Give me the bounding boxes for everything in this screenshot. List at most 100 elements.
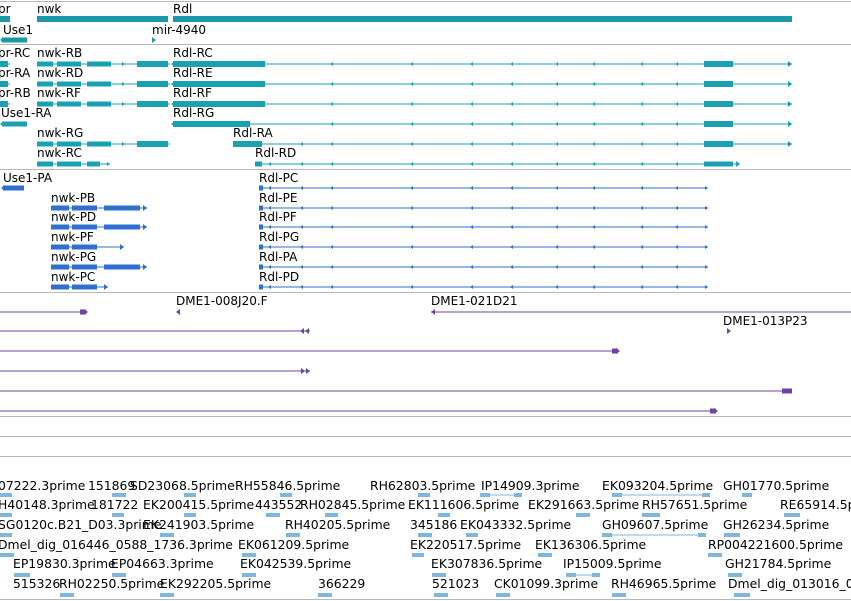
track-divider [0,292,851,293]
est-label[interactable]: IP14909.3prime [481,478,580,493]
est-label[interactable]: 345186 [410,517,458,532]
strand-arrow [714,408,718,414]
est-label[interactable]: 181722 [91,497,139,512]
est-label[interactable]: EK291663.5prime [528,497,640,512]
est-label[interactable]: SG0120c.B21_D03.3prime [0,517,162,532]
est-label[interactable]: 151869 [88,478,136,493]
est-label[interactable]: EK241903.5prime [143,517,255,532]
cdna-label[interactable]: DME1-013P23 [723,314,808,328]
exon-block [173,121,250,127]
est-label[interactable]: EK136306.5prime [535,537,647,552]
strand-arrow [268,162,271,166]
est-label[interactable]: EK292205.5prime [160,576,272,591]
protein-label[interactable]: Use1-PA [3,171,53,185]
transcript-label[interactable]: pr-RC [0,46,31,60]
est-label[interactable]: CK01099.3prime [494,576,599,591]
gene-label[interactable]: mir-4940 [152,23,207,37]
est-label[interactable]: EK200415.5prime [143,497,255,512]
transcript-label[interactable]: nwk-RG [37,126,84,140]
strand-arrow [675,206,678,210]
est-label[interactable]: IP15009.5prime [563,556,662,571]
est-label[interactable]: 07222.3prime [0,478,86,493]
transcript-label[interactable]: pr-RB [0,86,31,100]
est-label[interactable]: RH46965.5prime [611,576,717,591]
est-label[interactable]: EP19830.3prime [13,556,116,571]
est-label[interactable]: EK111606.5prime [408,497,520,512]
est-glyph [66,593,74,597]
gene-label[interactable]: nwk [37,2,62,16]
protein-label[interactable]: Rdl-PD [259,270,300,284]
strand-arrow [1,185,5,191]
exon-block [137,141,168,147]
protein-label[interactable]: Rdl-PF [259,210,297,224]
transcript-label[interactable]: Rdl-RG [173,106,215,120]
strand-arrow [410,62,413,66]
protein-label[interactable]: Rdl-PC [259,171,299,185]
est-label[interactable]: EK093204.5prime [602,478,714,493]
transcript-label[interactable]: Rdl-RA [233,126,273,140]
est-label[interactable]: 515326 [13,576,61,591]
est-label[interactable]: EP04663.3prime [111,556,214,571]
est-label[interactable]: RP004221600.5prime [708,537,843,552]
strand-arrow [78,102,81,106]
est-glyph [330,513,338,517]
strand-arrow [330,245,333,249]
transcript-label[interactable]: Rdl-RC [173,46,213,60]
exon-block [72,224,97,230]
est-label[interactable]: RE65914.5p [780,497,851,512]
est-glyph [724,533,734,537]
est-label[interactable]: SD23068.5prime [130,478,235,493]
est-label[interactable]: RH57651.5prime [642,497,748,512]
gene-bar [0,16,10,22]
protein-label[interactable]: nwk-PC [51,270,96,284]
est-label[interactable]: EK042539.5prime [240,556,352,571]
transcript-label[interactable]: pr-RA [0,66,31,80]
transcript-label[interactable]: Rdl-RD [255,146,297,160]
est-label[interactable]: EK043332.5prime [460,517,572,532]
strand-arrow [470,82,473,86]
gene-label[interactable]: Use1 [3,23,34,37]
est-label[interactable]: RH02845.5prime [300,497,406,512]
exon-block [87,61,111,67]
protein-label[interactable]: Rdl-PG [259,230,300,244]
est-label[interactable]: RH02250.5prime [59,576,165,591]
est-label[interactable]: Dmel_dig_016446_0588_1736.3prime [0,537,233,552]
est-label[interactable]: RH55846.5prime [235,478,341,493]
protein-label[interactable]: nwk-PG [51,250,97,264]
est-label[interactable]: 443552 [255,497,303,512]
est-label[interactable]: EK061209.5prime [238,537,350,552]
est-label[interactable]: RH62803.5prime [370,478,476,493]
transcript-label[interactable]: Rdl-RE [173,66,213,80]
est-label[interactable]: GH21784.5prime [725,556,832,571]
est-label[interactable]: H40148.3prime [0,497,95,512]
transcript-label[interactable]: nwk-RF [37,86,81,100]
transcript-label[interactable]: nwk-RB [37,46,83,60]
cdna-label[interactable]: DME1-008J20.F [176,294,268,308]
cdna-label[interactable]: DME1-021D21 [431,294,518,308]
strand-arrow [705,186,708,190]
gene-label[interactable]: Rdl [173,2,193,16]
strand-arrow [470,162,473,166]
gene-label[interactable]: pr [0,2,11,16]
transcript-label[interactable]: nwk-RC [37,146,82,160]
transcript-label[interactable]: nwk-RD [37,66,84,80]
protein-label[interactable]: nwk-PD [51,210,97,224]
est-label[interactable]: RH40205.5prime [285,517,391,532]
est-label[interactable]: Dmel_dig_013016_07 [728,576,851,591]
est-label[interactable]: GH01770.5prime [723,478,830,493]
strand-arrow [705,225,708,229]
est-label[interactable]: 366229 [318,576,366,591]
transcript-label[interactable]: Rdl-RF [173,86,212,100]
protein-label[interactable]: Rdl-PA [259,250,298,264]
protein-label[interactable]: nwk-PB [51,191,96,205]
protein-label[interactable]: Rdl-PE [259,191,298,205]
protein-label[interactable]: nwk-PF [51,230,94,244]
est-label[interactable]: EK307836.5prime [431,556,543,571]
strand-arrow [330,206,333,210]
est-label[interactable]: EK220517.5prime [410,537,522,552]
est-label[interactable]: 521023 [432,576,480,591]
strand-arrow [555,245,558,249]
est-label[interactable]: GH09607.5prime [602,517,709,532]
est-label[interactable]: GH26234.5prime [723,517,830,532]
transcript-label[interactable]: Use1-RA [1,106,52,120]
